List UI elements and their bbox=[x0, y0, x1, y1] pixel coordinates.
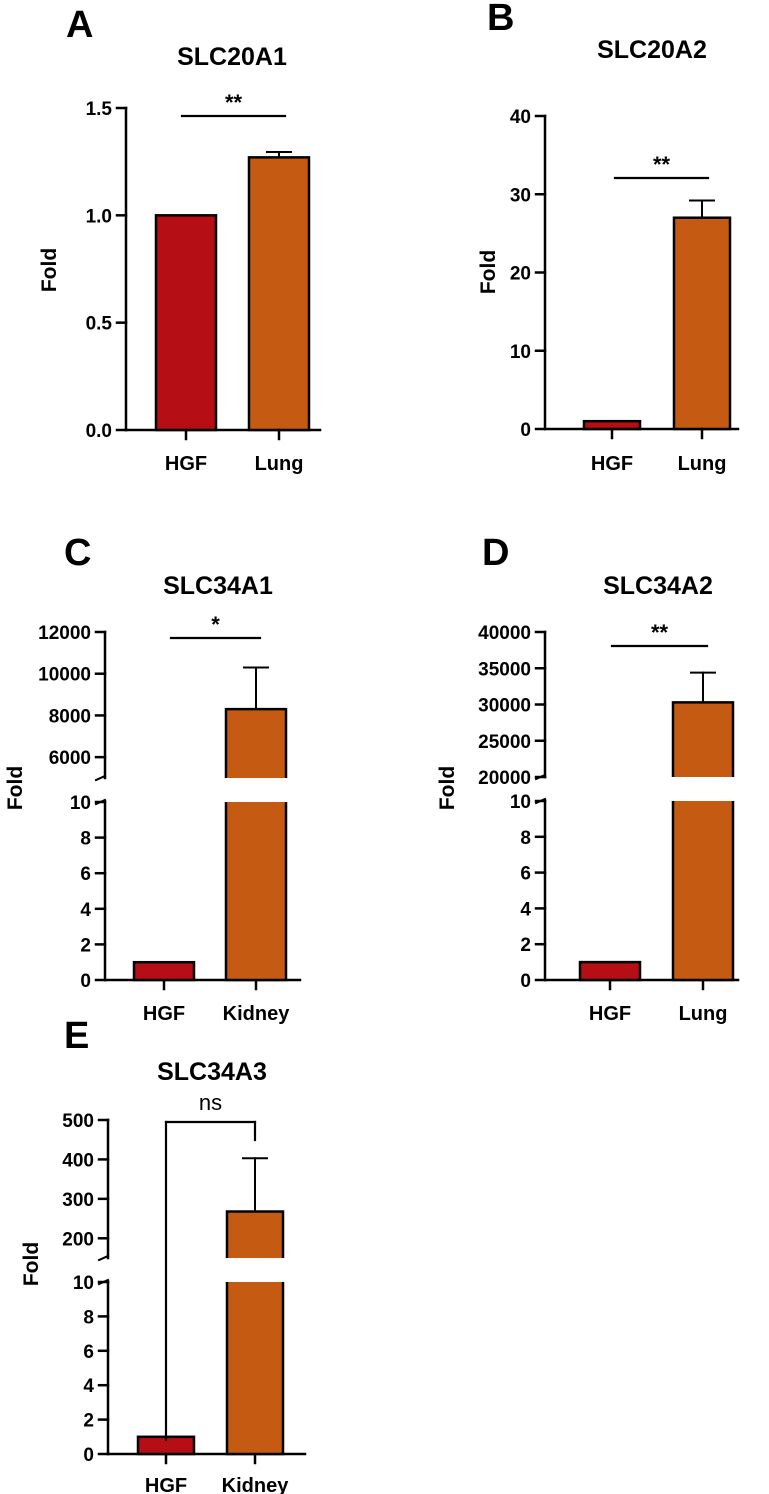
ylabel-d: Fold bbox=[436, 766, 459, 810]
bar-kidney-lower-outline bbox=[224, 802, 288, 982]
bar-lung-lower bbox=[673, 801, 733, 980]
panel-b: B SLC20A2 Fold 0 10 20 30 40 HGF Lung ** bbox=[477, 0, 740, 475]
panel-letter-d: D bbox=[482, 532, 509, 574]
y-tick-label: 6000 bbox=[49, 748, 91, 769]
panel-letter-e: E bbox=[64, 1015, 89, 1057]
category-label: Kidney bbox=[223, 1003, 291, 1025]
title-slc34a2: SLC34A2 bbox=[603, 572, 713, 600]
y-tick-label: 10 bbox=[510, 792, 531, 813]
y-tick-label: 6 bbox=[80, 864, 91, 885]
y-tick-label: 10 bbox=[73, 1273, 94, 1294]
y-tick-label: 30000 bbox=[478, 696, 531, 717]
y-tick-label: 500 bbox=[62, 1111, 94, 1132]
category-label: HGF bbox=[591, 453, 633, 475]
title-slc20a1: SLC20A1 bbox=[177, 43, 287, 71]
panel-letter-a: A bbox=[66, 4, 93, 46]
title-slc34a3: SLC34A3 bbox=[157, 1058, 267, 1086]
y-tick-label: 0.0 bbox=[86, 421, 112, 442]
significance-label: ** bbox=[653, 152, 671, 177]
y-tick-label: 4 bbox=[520, 899, 531, 920]
bar-lung-upper bbox=[673, 702, 733, 777]
category-label: Lung bbox=[679, 1003, 728, 1025]
y-tick-label: 25000 bbox=[478, 732, 531, 753]
y-tick-label: 200 bbox=[62, 1229, 94, 1250]
significance-label: ** bbox=[225, 90, 243, 115]
panel-d: D SLC34A2 Fold 0 2 4 6 8 10 20000 25000 30000 350… bbox=[436, 532, 740, 1025]
y-tick-label: 10 bbox=[70, 793, 91, 814]
y-tick-label: 1.0 bbox=[86, 206, 112, 227]
y-tick-label: 12000 bbox=[38, 623, 91, 644]
category-label: HGF bbox=[143, 1003, 185, 1025]
category-label: Lung bbox=[678, 453, 727, 475]
title-slc34a1: SLC34A1 bbox=[163, 572, 273, 600]
y-tick-label: 6 bbox=[83, 1342, 94, 1363]
bar-lung bbox=[672, 216, 732, 431]
y-tick-label: 0.5 bbox=[86, 314, 113, 335]
y-tick-label: 8 bbox=[83, 1307, 94, 1328]
category-label: HGF bbox=[145, 1475, 187, 1494]
ylabel-b: Fold bbox=[477, 250, 500, 294]
panel-c: C SLC34A1 Fold 0 2 4 6 8 10 6000 8000 10000 12000… bbox=[4, 532, 302, 1025]
bar-kidney-lower bbox=[226, 802, 286, 980]
category-label: Kidney bbox=[222, 1475, 290, 1494]
y-tick-label: 35000 bbox=[478, 659, 531, 680]
ylabel-e: Fold bbox=[20, 1242, 43, 1286]
significance-label: ** bbox=[651, 620, 669, 645]
category-label: HGF bbox=[589, 1003, 631, 1025]
panel-letter-c: C bbox=[64, 532, 91, 574]
y-tick-label: 0 bbox=[520, 971, 531, 992]
ylabel-a: Fold bbox=[38, 248, 61, 292]
y-tick-label: 0 bbox=[80, 971, 91, 992]
bar-lung-lower-outline bbox=[671, 801, 735, 982]
bar-kidney-upper bbox=[226, 709, 286, 778]
y-tick-label: 4 bbox=[80, 900, 91, 921]
bar-kidney-lower-outline bbox=[225, 1282, 285, 1456]
y-tick-label: 0 bbox=[83, 1445, 94, 1466]
y-tick-label: 300 bbox=[62, 1190, 94, 1211]
y-tick-label: 0 bbox=[520, 420, 531, 441]
y-tick-label: 40000 bbox=[478, 623, 531, 644]
bar-kidney-lower bbox=[227, 1282, 283, 1454]
y-tick-label: 8 bbox=[520, 828, 531, 849]
y-tick-label: 2 bbox=[80, 935, 91, 956]
panel-letter-b: B bbox=[487, 0, 514, 39]
y-tick-label: 30 bbox=[510, 185, 531, 206]
axis-break-mark bbox=[94, 774, 107, 782]
bar-hgf bbox=[578, 960, 642, 982]
y-tick-label: 10 bbox=[510, 342, 531, 363]
y-tick-label: 20 bbox=[510, 264, 531, 285]
y-tick-label: 400 bbox=[62, 1150, 94, 1171]
y-tick-label: 2 bbox=[83, 1411, 94, 1432]
bar-hgf bbox=[132, 960, 196, 982]
y-tick-label: 6 bbox=[520, 864, 531, 885]
category-label: Lung bbox=[255, 453, 304, 475]
y-tick-label: 8 bbox=[80, 829, 91, 850]
ylabel-c: Fold bbox=[4, 766, 27, 810]
significance-label: ns bbox=[199, 1090, 222, 1115]
panel-a: A SLC20A1 Fold 0.0 0.5 1.0 1.5 HGF Lung ** bbox=[38, 4, 322, 475]
y-tick-label: 20000 bbox=[478, 768, 531, 789]
y-tick-label: 1.5 bbox=[86, 99, 113, 120]
y-tick-label: 8000 bbox=[49, 706, 91, 727]
significance-label: * bbox=[211, 612, 220, 637]
y-tick-label: 10000 bbox=[38, 665, 91, 686]
bar-hgf bbox=[154, 214, 218, 432]
y-tick-label: 40 bbox=[510, 107, 531, 128]
axis-break-mark bbox=[97, 1254, 110, 1262]
panel-e: E SLC34A3 Fold 0 2 4 6 8 10 200 300 400 500 HGF Kid… bbox=[20, 1015, 307, 1494]
title-slc20a2: SLC20A2 bbox=[597, 36, 707, 64]
y-tick-label: 4 bbox=[83, 1376, 94, 1397]
bar-lung bbox=[247, 156, 311, 432]
y-tick-label: 2 bbox=[520, 935, 531, 956]
bar-kidney-upper bbox=[227, 1211, 283, 1258]
category-label: HGF bbox=[165, 453, 207, 475]
